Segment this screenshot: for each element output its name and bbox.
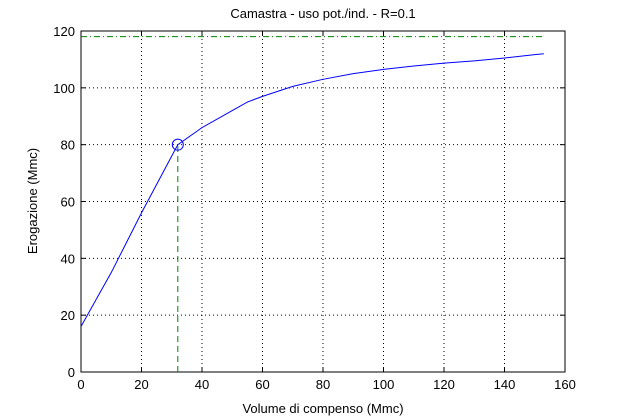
x-tick-label: 0	[77, 377, 84, 392]
x-tick-label: 60	[255, 377, 269, 392]
y-tick-label: 120	[53, 24, 75, 39]
chart-title: Camastra - uso pot./ind. - R=0.1	[230, 6, 415, 21]
series-line	[80, 53, 544, 327]
y-tick-label: 60	[61, 195, 75, 210]
x-tick-label: 140	[494, 377, 516, 392]
x-tick-label: 100	[373, 377, 395, 392]
y-tick-label: 20	[61, 308, 75, 323]
y-tick-label: 80	[61, 138, 75, 153]
x-tick-label: 40	[195, 377, 209, 392]
x-axis-label: Volume di compenso (Mmc)	[242, 401, 403, 416]
y-tick-label: 0	[68, 365, 75, 380]
x-tick-label: 20	[134, 377, 148, 392]
x-tick-label: 160	[554, 377, 576, 392]
y-tick-label: 40	[61, 251, 75, 266]
x-tick-label: 80	[316, 377, 330, 392]
marker	[171, 138, 184, 151]
y-axis-label: Erogazione (Mmc)	[25, 148, 40, 254]
x-tick-label: 120	[433, 377, 455, 392]
y-tick-label: 100	[53, 81, 75, 96]
